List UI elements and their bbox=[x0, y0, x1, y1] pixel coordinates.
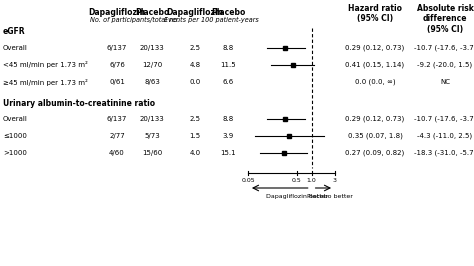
Text: 4.8: 4.8 bbox=[190, 62, 201, 68]
Text: Events per 100 patient-years: Events per 100 patient-years bbox=[164, 17, 259, 23]
Text: 0.0 (0.0, ∞): 0.0 (0.0, ∞) bbox=[355, 79, 395, 85]
Text: 5/73: 5/73 bbox=[144, 133, 160, 139]
Text: 0.0: 0.0 bbox=[190, 79, 201, 85]
Text: Dapagliflozin: Dapagliflozin bbox=[166, 8, 224, 17]
Text: Overall: Overall bbox=[3, 45, 28, 51]
Text: Placebo: Placebo bbox=[135, 8, 169, 17]
Text: 2.5: 2.5 bbox=[190, 45, 201, 51]
Text: 20/133: 20/133 bbox=[140, 116, 164, 122]
Text: 6/137: 6/137 bbox=[107, 116, 127, 122]
Text: eGFR: eGFR bbox=[3, 27, 26, 36]
Text: 11.5: 11.5 bbox=[220, 62, 236, 68]
Text: -4.3 (-11.0, 2.5): -4.3 (-11.0, 2.5) bbox=[418, 133, 473, 139]
Text: 3.9: 3.9 bbox=[222, 133, 234, 139]
Text: -10.7 (-17.6, -3.7): -10.7 (-17.6, -3.7) bbox=[414, 45, 474, 51]
Text: No. of participants/total no.: No. of participants/total no. bbox=[90, 17, 179, 23]
Text: 1.0: 1.0 bbox=[307, 178, 317, 183]
Text: 1.5: 1.5 bbox=[190, 133, 201, 139]
Text: ≤1000: ≤1000 bbox=[3, 133, 27, 139]
Text: 2.5: 2.5 bbox=[190, 116, 201, 122]
Text: 0.29 (0.12, 0.73): 0.29 (0.12, 0.73) bbox=[346, 45, 405, 51]
Text: -18.3 (-31.0, -5.7): -18.3 (-31.0, -5.7) bbox=[414, 150, 474, 156]
Text: ≥45 ml/min per 1.73 m²: ≥45 ml/min per 1.73 m² bbox=[3, 78, 88, 85]
Text: 8/63: 8/63 bbox=[144, 79, 160, 85]
Text: 0/61: 0/61 bbox=[109, 79, 125, 85]
Text: 2/77: 2/77 bbox=[109, 133, 125, 139]
Text: 8.8: 8.8 bbox=[222, 116, 234, 122]
Text: 20/133: 20/133 bbox=[140, 45, 164, 51]
Text: 15/60: 15/60 bbox=[142, 150, 162, 156]
Text: Dapagliflozin better: Dapagliflozin better bbox=[265, 194, 328, 199]
Text: Dapagliflozin: Dapagliflozin bbox=[89, 8, 146, 17]
Text: -10.7 (-17.6, -3.7): -10.7 (-17.6, -3.7) bbox=[414, 116, 474, 122]
Text: Hazard ratio
(95% CI): Hazard ratio (95% CI) bbox=[348, 4, 402, 23]
Text: 0.41 (0.15, 1.14): 0.41 (0.15, 1.14) bbox=[346, 62, 405, 68]
Text: Placebo: Placebo bbox=[211, 8, 245, 17]
Text: -9.2 (-20.0, 1.5): -9.2 (-20.0, 1.5) bbox=[418, 62, 473, 68]
Text: Urinary albumin-to-creatinine ratio: Urinary albumin-to-creatinine ratio bbox=[3, 98, 155, 107]
Text: Placebo better: Placebo better bbox=[307, 194, 353, 199]
Text: >1000: >1000 bbox=[3, 150, 27, 156]
Text: 6.6: 6.6 bbox=[222, 79, 234, 85]
Text: 0.35 (0.07, 1.8): 0.35 (0.07, 1.8) bbox=[347, 133, 402, 139]
Text: 0.29 (0.12, 0.73): 0.29 (0.12, 0.73) bbox=[346, 116, 405, 122]
Text: Overall: Overall bbox=[3, 116, 28, 122]
Text: 0.5: 0.5 bbox=[292, 178, 302, 183]
Text: 8.8: 8.8 bbox=[222, 45, 234, 51]
Text: 0.05: 0.05 bbox=[241, 178, 255, 183]
Text: 0.27 (0.09, 0.82): 0.27 (0.09, 0.82) bbox=[346, 150, 405, 156]
Text: <45 ml/min per 1.73 m²: <45 ml/min per 1.73 m² bbox=[3, 61, 88, 69]
Text: 12/70: 12/70 bbox=[142, 62, 162, 68]
Text: 4/60: 4/60 bbox=[109, 150, 125, 156]
Text: 6/137: 6/137 bbox=[107, 45, 127, 51]
Text: Absolute risk
difference
(95% CI): Absolute risk difference (95% CI) bbox=[417, 4, 474, 34]
Text: 4.0: 4.0 bbox=[190, 150, 201, 156]
Text: 15.1: 15.1 bbox=[220, 150, 236, 156]
Text: 6/76: 6/76 bbox=[109, 62, 125, 68]
Text: 3: 3 bbox=[333, 178, 337, 183]
Text: NC: NC bbox=[440, 79, 450, 85]
